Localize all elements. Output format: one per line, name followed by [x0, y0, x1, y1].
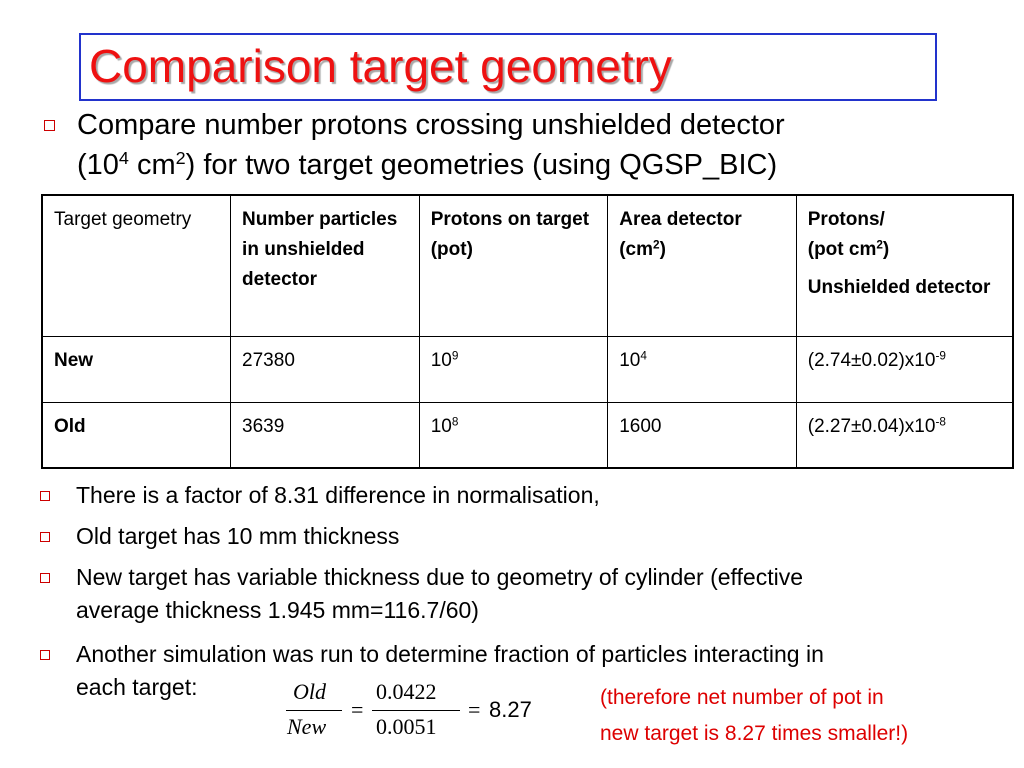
formula-result: 8.27	[489, 697, 532, 722]
note-line-2: new target is 8.27 times smaller!)	[600, 722, 909, 745]
bullet-text-3-cont: average thickness 1.945 mm=116.7/60)	[76, 597, 479, 623]
cell-pot: 109	[418, 335, 609, 403]
formula-num-right: 0.0422	[376, 679, 437, 704]
bullet-icon	[44, 120, 55, 131]
header-protons-per-pot: Protons/ (pot cm2) Unshielded detector	[795, 194, 1014, 337]
bullet-icon	[40, 650, 50, 660]
cell-geometry: Old	[41, 401, 232, 469]
table-row: Old 3639 108 1600 (2.27±0.04)x10-8	[41, 401, 1014, 469]
bullet-text-4-cont: each target:	[76, 674, 198, 700]
note-line-1: (therefore net number of pot in	[600, 686, 884, 709]
bullet-text-1: There is a factor of 8.31 difference in …	[76, 482, 600, 508]
bullet-icon	[40, 491, 50, 501]
table-header-row: Target geometry Number particles in unsh…	[41, 194, 1014, 337]
header-particles: Number particles in unshielded detector	[230, 194, 420, 337]
cell-area: 1600	[607, 401, 797, 469]
bullet-text-4: Another simulation was run to determine …	[76, 641, 824, 667]
header-geometry: Target geometry	[41, 194, 232, 337]
cell-geometry: New	[41, 335, 232, 403]
comparison-table: Target geometry Number particles in unsh…	[41, 194, 1014, 469]
header-pot: Protons on target (pot)	[418, 194, 609, 337]
bullet-icon	[40, 573, 50, 583]
formula-num-left: Old	[293, 679, 326, 704]
formula-fraction-bar-right	[372, 710, 460, 711]
slide-title: Comparison target geometry	[89, 40, 672, 92]
bullet-icon	[40, 532, 50, 542]
cell-ratio: (2.74±0.02)x10-9	[795, 335, 1014, 403]
bullet-text-2: Old target has 10 mm thickness	[76, 523, 400, 549]
title-box: Comparison target geometry	[79, 33, 937, 101]
formula-equals-2: =	[468, 697, 481, 722]
cell-particles: 3639	[230, 401, 420, 469]
cell-particles: 27380	[230, 335, 420, 403]
intro-line-2: (104 cm2) for two target geometries (usi…	[77, 148, 778, 181]
table-row: New 27380 109 104 (2.74±0.02)x10-9	[41, 335, 1014, 403]
header-area: Area detector (cm2)	[607, 194, 797, 337]
intro-line-1: Compare number protons crossing unshield…	[77, 109, 785, 141]
cell-pot: 108	[418, 401, 609, 469]
formula-equals-1: =	[351, 697, 364, 722]
cell-area: 104	[607, 335, 797, 403]
bullet-text-3: New target has variable thickness due to…	[76, 564, 803, 590]
formula-den-left: New	[287, 714, 327, 739]
formula-fraction-bar-left	[286, 710, 342, 711]
cell-ratio: (2.27±0.04)x10-8	[795, 401, 1014, 469]
formula-den-right: 0.0051	[376, 714, 437, 739]
